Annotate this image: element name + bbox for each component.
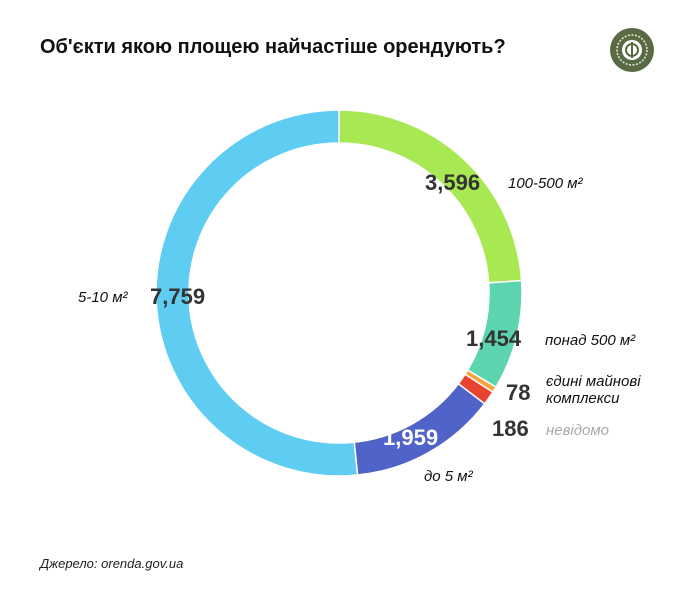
category-label: 100-500 м² — [508, 175, 583, 192]
category-label: понад 500 м² — [545, 332, 636, 349]
chart-title: Об'єкти якою площею найчастіше орендують… — [40, 36, 506, 58]
donut-slice — [338, 109, 523, 284]
category-label: невідомо — [546, 422, 610, 439]
category-label: до 5 м² — [424, 468, 473, 485]
value-label: 186 — [492, 416, 529, 441]
logo-icon — [610, 28, 654, 72]
category-label: єдині майнові комплекси — [546, 373, 641, 407]
value-label: 7,759 — [150, 284, 206, 309]
source-note: Джерело: orenda.gov.ua — [40, 556, 184, 571]
value-label: 3,596 — [425, 170, 481, 195]
value-label: 1,959 — [383, 425, 439, 450]
value-label: 78 — [506, 380, 531, 405]
value-label: 1,454 — [466, 326, 522, 351]
category-label: 5-10 м² — [78, 289, 128, 306]
donut-slice — [155, 109, 359, 477]
